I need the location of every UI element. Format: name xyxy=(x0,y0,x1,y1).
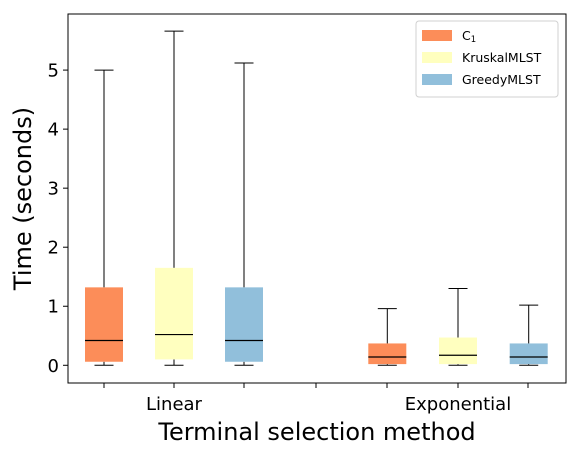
box-kruskalmlst-linear xyxy=(155,268,193,360)
y-tick-label: 5 xyxy=(48,61,59,82)
y-tick-label: 3 xyxy=(48,179,59,200)
box-greedymlst-linear xyxy=(225,287,263,361)
y-tick-label: 2 xyxy=(48,238,59,259)
y-axis: 0 1 2 3 4 5 xyxy=(48,61,68,377)
y-tick-label: 0 xyxy=(48,356,59,377)
y-axis-title: Time (seconds) xyxy=(9,107,37,291)
legend-entry-subscript: 1 xyxy=(471,35,476,45)
legend-swatch xyxy=(422,74,452,85)
x-axis: Linear Exponential xyxy=(104,383,528,415)
x-tick-label: Linear xyxy=(146,394,203,415)
y-tick-label: 1 xyxy=(48,297,59,318)
box-c-linear xyxy=(85,287,123,361)
legend-entry: KruskalMLST xyxy=(462,50,542,65)
legend-swatch xyxy=(422,30,452,41)
legend-entry: GreedyMLST xyxy=(462,72,541,87)
legend-swatch xyxy=(422,52,452,63)
y-tick-label: 4 xyxy=(48,120,59,141)
box-c-exponential xyxy=(368,343,406,364)
box-kruskalmlst-exponential xyxy=(439,338,477,365)
x-axis-title: Terminal selection method xyxy=(157,418,475,446)
x-tick-label: Exponential xyxy=(405,394,511,415)
box-greedymlst-exponential xyxy=(510,343,548,364)
